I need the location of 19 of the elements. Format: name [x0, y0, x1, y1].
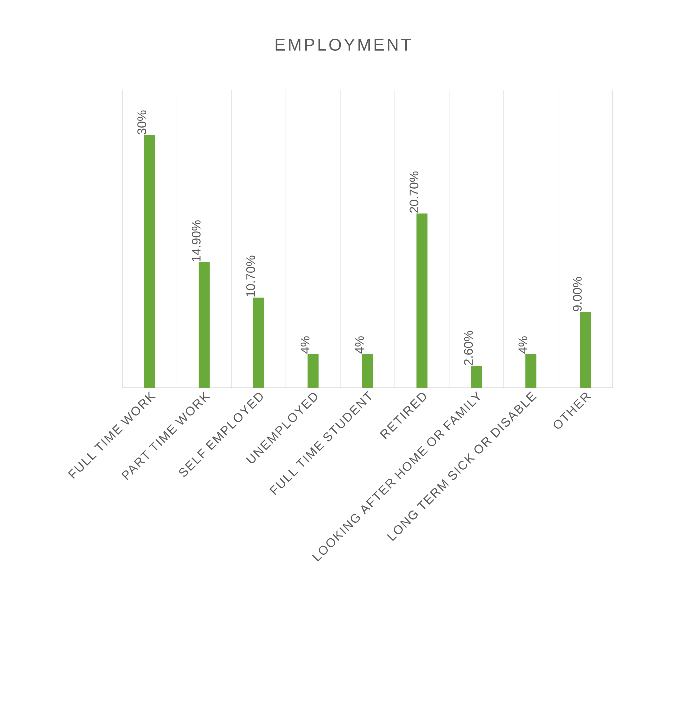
- bar: [198, 262, 210, 388]
- data-label: 4%: [518, 336, 528, 354]
- bar: [253, 298, 264, 388]
- data-label: 14.90%: [192, 220, 201, 262]
- bar: [471, 366, 482, 388]
- data-label: 9.00%: [573, 277, 582, 312]
- bar: [580, 312, 592, 388]
- chart-title: EMPLOYMENT: [276, 39, 412, 51]
- bar: [308, 354, 319, 388]
- data-label: 10.70%: [246, 256, 256, 297]
- bar: [526, 354, 537, 388]
- data-label: 4%: [300, 336, 310, 354]
- bar: [362, 354, 374, 388]
- bar: [416, 214, 428, 388]
- data-label: 4%: [355, 336, 364, 354]
- bar: [144, 135, 156, 388]
- data-label: 2.60%: [464, 331, 474, 366]
- data-label: 20.70%: [410, 172, 419, 213]
- data-label: 30%: [138, 110, 146, 135]
